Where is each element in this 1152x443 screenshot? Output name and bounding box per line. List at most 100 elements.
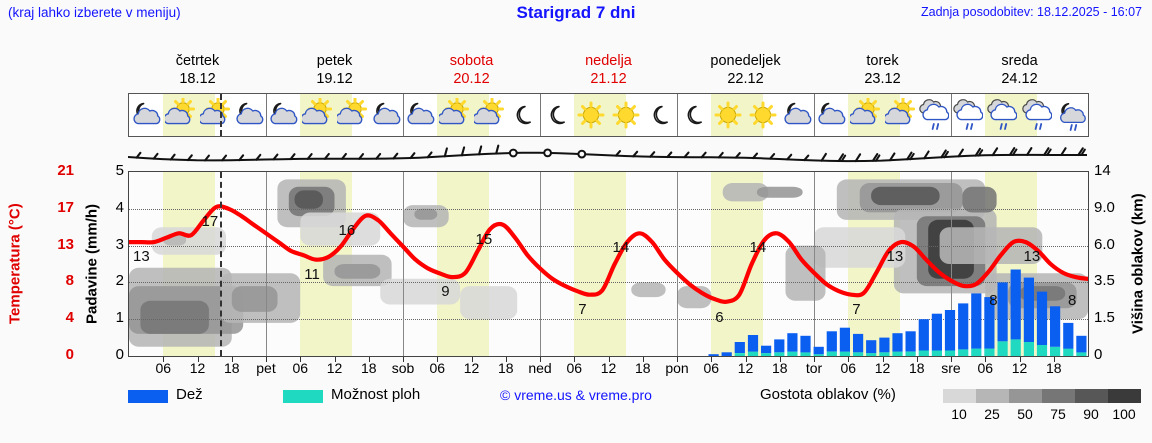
time-tickmark-19 xyxy=(779,357,781,362)
time-tick-18-27: 18 xyxy=(1045,360,1062,376)
time-tick-sre-24: sre xyxy=(941,360,961,376)
precipitation-axis-title: Padavine (mm/h) xyxy=(83,203,101,325)
day-header-3: sobota 20.12 xyxy=(403,52,540,90)
density-step-10 xyxy=(943,389,976,403)
day-date: 18.12 xyxy=(179,71,216,87)
temperature-label-15: 8 xyxy=(1068,291,1077,309)
weather-icon-cloud-rain-26 xyxy=(985,94,1019,138)
time-tickmark-1 xyxy=(163,357,165,362)
gridline-horizontal-4 xyxy=(129,319,1088,321)
temperature-tick-4: 4 xyxy=(65,309,74,327)
density-tick-75: 75 xyxy=(1050,406,1066,422)
temperature-tick-0: 0 xyxy=(65,346,74,363)
page-title: Starigrad 7 dni xyxy=(516,3,636,22)
day-separator-6 xyxy=(951,94,952,136)
gridline-day-5 xyxy=(814,172,815,356)
weather-icon-cloud-rain-27 xyxy=(1020,94,1054,138)
time-tick-06-13: 06 xyxy=(566,360,583,376)
temperature-curve xyxy=(129,204,1088,304)
weather-icon-moon-17 xyxy=(677,94,711,138)
density-step-100 xyxy=(1108,389,1141,403)
weather-icon-sun-19 xyxy=(746,94,780,138)
time-tickmark-10 xyxy=(471,357,473,362)
time-tick-12-22: 12 xyxy=(874,360,891,376)
temperature-label-3: 11 xyxy=(304,265,320,283)
time-tickmark-14 xyxy=(608,357,610,362)
density-tick-25: 25 xyxy=(984,406,1000,422)
day-name: petek xyxy=(316,53,353,69)
weather-icon-sun-18 xyxy=(711,94,745,138)
cloudheight-tick-0: 0 xyxy=(1094,346,1103,363)
temperature-label-6: 15 xyxy=(475,230,493,248)
day-name: nedelja xyxy=(585,53,632,69)
time-tickmark-24 xyxy=(951,357,952,362)
time-tick-18-7: 18 xyxy=(360,360,377,376)
density-tick-10: 10 xyxy=(951,406,967,422)
weather-icon-sun-cloud-6 xyxy=(300,94,334,138)
time-tickmark-16 xyxy=(677,357,678,362)
now-marker-icons xyxy=(220,94,223,136)
day-date: 21.12 xyxy=(590,71,627,87)
weather-icon-sun-14 xyxy=(574,94,608,138)
time-tick-sob-8: sob xyxy=(391,360,415,376)
day-separator-3 xyxy=(540,94,541,136)
temperature-label-2: 17 xyxy=(201,213,219,231)
precipitation-tick-1: 1 xyxy=(115,309,124,327)
time-tickmark-6 xyxy=(334,357,336,362)
day-separator-1 xyxy=(266,94,267,136)
now-marker-plot xyxy=(220,172,223,356)
cloudheight-tick-1.5: 1.5 xyxy=(1094,309,1115,327)
time-tickmark-3 xyxy=(231,357,233,362)
time-tick-pon-16: pon xyxy=(665,360,689,376)
day-name: ponedeljek xyxy=(710,53,781,69)
temperature-label-9: 6 xyxy=(715,309,724,327)
time-tickmark-27 xyxy=(1053,357,1055,362)
time-tick-18-11: 18 xyxy=(497,360,514,376)
day-date: 22.12 xyxy=(727,71,764,87)
time-tickmark-23 xyxy=(916,357,918,362)
time-tickmark-17 xyxy=(711,357,713,362)
time-tickmark-7 xyxy=(368,357,370,362)
cloud-density-label: Gostota oblakov (%) xyxy=(760,386,896,403)
rain-label: Dež xyxy=(176,386,203,403)
temperature-label-1: 13 xyxy=(133,248,150,266)
time-tick-06-21: 06 xyxy=(840,360,857,376)
time-tickmark-11 xyxy=(505,357,507,362)
weather-icon-sun-cloud-3 xyxy=(198,94,232,138)
density-tick-50: 50 xyxy=(1017,406,1033,422)
showers-swatch xyxy=(283,390,323,403)
temperature-tick-13: 13 xyxy=(57,235,74,253)
day-name: sobota xyxy=(449,53,494,69)
cloudheight-axis-title: Višina oblakov (km) xyxy=(1129,193,1147,335)
time-tick-06-17: 06 xyxy=(703,360,720,376)
weather-icon-sun-cloud-22 xyxy=(848,94,882,138)
gridline-horizontal-1 xyxy=(129,208,1088,211)
time-tick-06-25: 06 xyxy=(977,360,994,376)
time-tickmark-21 xyxy=(848,357,850,362)
day-date: 20.12 xyxy=(453,71,490,87)
time-tickmark-5 xyxy=(300,357,302,362)
gridline-horizontal-2 xyxy=(129,245,1088,248)
time-tick-pet-4: pet xyxy=(256,360,276,376)
weather-icon-sun-cloud-11 xyxy=(472,94,506,138)
time-tick-12-14: 12 xyxy=(600,360,617,376)
temperature-label-13: 8 xyxy=(989,291,998,309)
weather-icon-moon-cloud-20 xyxy=(780,94,814,138)
day-separator-4 xyxy=(677,94,678,136)
density-step-50 xyxy=(1009,389,1042,403)
time-tickmark-25 xyxy=(985,357,987,362)
temperature-label-7: 7 xyxy=(578,300,587,318)
time-tickmark-20 xyxy=(814,357,815,362)
density-tick-90: 90 xyxy=(1083,406,1099,422)
weather-icon-sun-cloud-10 xyxy=(437,94,471,138)
rain-swatch xyxy=(128,390,168,403)
time-tick-06-9: 06 xyxy=(429,360,446,376)
day-name: sreda xyxy=(1001,53,1038,69)
day-header-1: četrtek 18.12 xyxy=(129,52,266,90)
day-header-2: petek 19.12 xyxy=(266,52,403,90)
weather-icon-moon-cloud-9 xyxy=(403,94,437,138)
copyright-link[interactable]: © vreme.us & vreme.pro xyxy=(500,387,652,403)
temperature-label-14: 13 xyxy=(1023,248,1041,266)
day-header-6: torek 23.12 xyxy=(814,52,951,90)
wind-barb-band xyxy=(128,137,1089,171)
